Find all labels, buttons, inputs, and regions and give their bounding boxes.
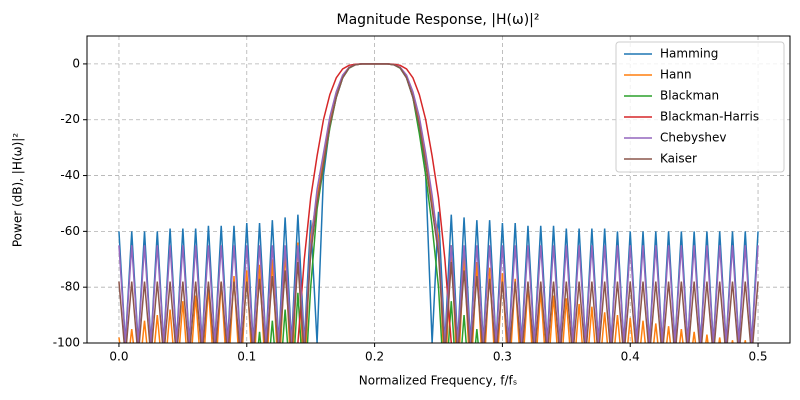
x-axis-label: Normalized Frequency, f/fₛ [359,374,517,388]
series-line [297,63,453,343]
y-tick-label: -60 [60,224,80,238]
series-line [118,63,759,343]
legend-label: Kaiser [660,152,697,166]
plot-frame [86,35,791,344]
x-tick-label: 0.4 [621,350,640,364]
x-tick-label: 0.5 [748,350,767,364]
legend-label: Chebyshev [660,131,726,145]
x-tick-label: 0.1 [237,350,256,364]
y-axis-label: Power (dB), |H(ω)|² [11,133,25,247]
legend-label: Hann [660,68,692,82]
y-tick-label: 0 [72,56,80,70]
series-line [246,63,491,343]
series-line [118,63,759,343]
legend-box [615,41,785,173]
x-tick-label: 0.3 [493,350,512,364]
y-tick-label: -80 [60,280,80,294]
chart-title: Magnitude Response, |H(ω)|² [337,12,540,28]
y-tick-label: -40 [60,168,80,182]
legend: Hamming Hann Blackman Blackman-Harris Chebys… [615,41,785,173]
legend-label: Hamming [660,47,718,61]
legend-label: Blackman-Harris [660,110,759,124]
legend-label: Blackman [660,89,719,103]
series-line [118,63,759,343]
y-tick-label: -20 [60,112,80,126]
plot-lines [118,63,759,343]
y-tick-label: -100 [53,336,80,350]
x-tick-label: 0.0 [109,350,128,364]
x-tick-label: 0.2 [365,350,384,364]
